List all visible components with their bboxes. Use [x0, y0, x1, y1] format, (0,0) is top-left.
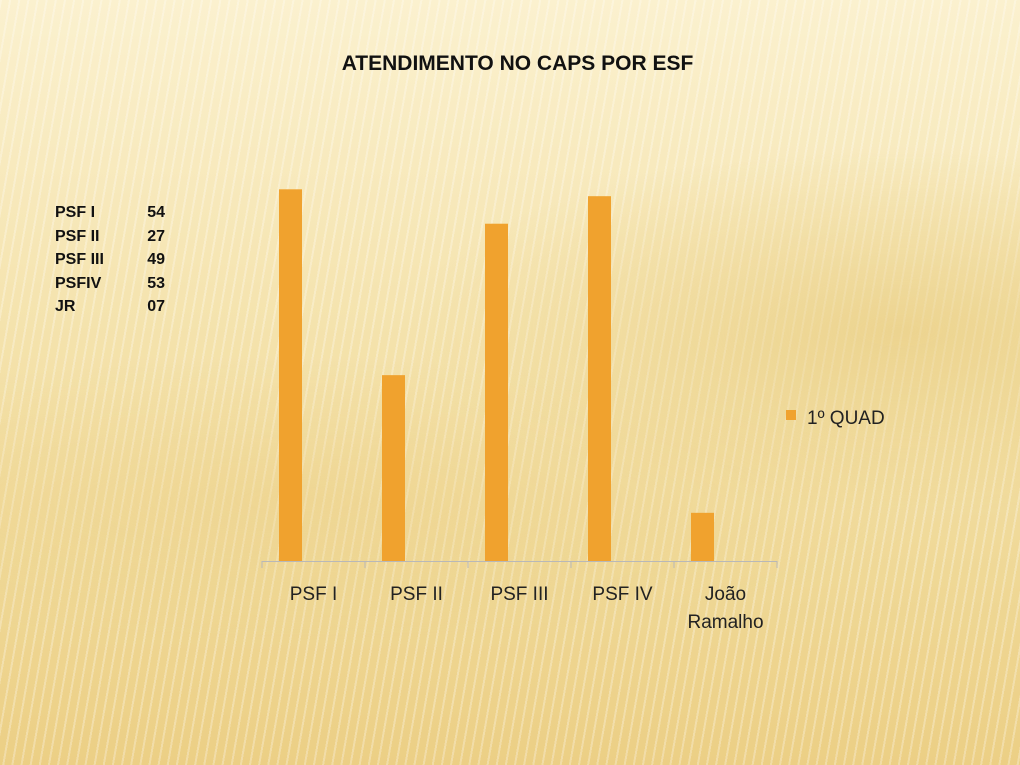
summary-label: PSF II	[55, 227, 100, 245]
x-tick-label: PSF III	[490, 584, 548, 605]
summary-row-psf-i: PSF I 54	[55, 204, 165, 228]
bar-0	[279, 189, 302, 562]
summary-list: PSF I 54 PSF II 27 PSF III 49 PSFIV 53 J…	[55, 204, 165, 322]
x-tick-label: Ramalho	[687, 612, 763, 633]
bar-3	[588, 196, 611, 561]
legend-label: 1º QUAD	[807, 408, 885, 429]
summary-value: 54	[147, 204, 165, 221]
summary-row-psf-iv: PSFIV 53	[55, 275, 165, 299]
summary-label: PSF III	[55, 251, 104, 268]
summary-value: 27	[147, 227, 165, 245]
summary-label: PSF I	[55, 204, 96, 221]
summary-label: JR	[55, 298, 76, 315]
x-tick-label: PSF II	[390, 584, 443, 605]
summary-row-psf-ii: PSF II 27	[55, 228, 165, 252]
x-tick-label: João	[705, 584, 746, 605]
legend-swatch	[786, 410, 796, 420]
x-tick-label: PSF IV	[592, 584, 653, 605]
bar-2	[485, 223, 508, 561]
bar-1	[382, 375, 405, 561]
summary-value: 07	[147, 298, 165, 315]
chart-title: ATENDIMENTO NO CAPS POR ESF	[341, 52, 694, 75]
summary-label: PSFIV	[55, 274, 102, 292]
summary-row-jr: JR 07	[55, 298, 165, 322]
summary-value: 53	[147, 274, 165, 292]
summary-row-psf-iii: PSF III 49	[55, 251, 165, 275]
x-tick-label: PSF I	[290, 584, 338, 605]
bar-4	[691, 512, 714, 561]
summary-value: 49	[147, 251, 165, 268]
